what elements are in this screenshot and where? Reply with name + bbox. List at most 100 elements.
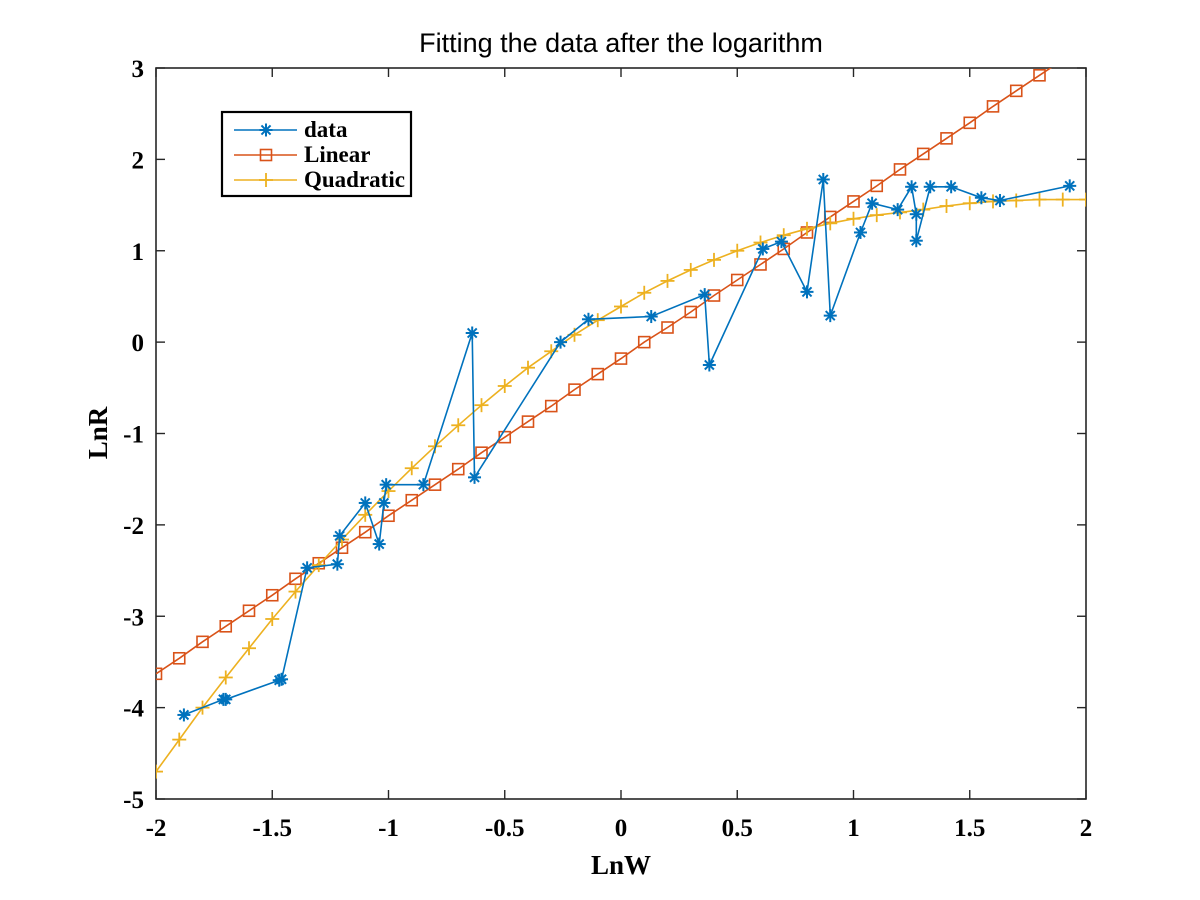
point-quadratic [939, 198, 954, 213]
point-quadratic [242, 641, 256, 656]
point-linear [568, 383, 581, 396]
point-linear [893, 163, 907, 176]
point-quadratic [614, 299, 628, 314]
point-linear [637, 335, 651, 349]
point-data [823, 309, 837, 323]
point-linear [289, 572, 302, 586]
point-linear [1009, 84, 1023, 98]
x-tick-label: 0.5 [722, 815, 753, 842]
point-quadratic [800, 221, 814, 236]
point-data [333, 529, 347, 543]
y-tick-label: -1 [123, 422, 144, 449]
point-linear [940, 132, 953, 145]
point-quadratic [521, 360, 535, 375]
point-data [644, 310, 658, 324]
y-tick-label: -4 [123, 696, 144, 723]
point-data [816, 172, 830, 186]
point-linear [405, 493, 419, 507]
point-quadratic [1032, 192, 1047, 207]
point-data [372, 537, 386, 551]
point-data [923, 180, 937, 194]
point-data [358, 496, 372, 510]
point-linear [265, 588, 279, 602]
point-data [974, 191, 988, 205]
legend-entry-data: data [234, 117, 348, 142]
point-quadratic [451, 418, 466, 433]
series-layer [156, 38, 1092, 779]
point-quadratic [265, 611, 280, 626]
point-quadratic [1079, 192, 1086, 207]
point-quadratic [156, 764, 163, 779]
point-linear [358, 525, 372, 539]
legend-marker [259, 173, 273, 187]
legend-marker [259, 123, 273, 137]
point-data [275, 672, 289, 686]
point-linear [847, 195, 860, 208]
point-linear [196, 635, 209, 649]
chart-title: Fitting the data after the logarithm [419, 28, 823, 58]
point-quadratic [637, 285, 652, 300]
legend-entry-quadratic: Quadratic [234, 167, 405, 192]
point-linear [591, 367, 605, 381]
point-data [554, 335, 568, 349]
point-linear [219, 620, 233, 633]
point-data [379, 478, 393, 492]
point-quadratic [1009, 193, 1024, 208]
point-quadratic [497, 378, 512, 393]
point-quadratic [218, 670, 233, 685]
y-tick-label: 1 [132, 239, 145, 266]
point-data [993, 193, 1007, 207]
point-data [905, 180, 919, 194]
point-quadratic [1055, 192, 1070, 207]
point-data [1063, 179, 1077, 193]
point-data [416, 478, 430, 492]
legend-label: Linear [304, 142, 370, 167]
y-tick-label: 0 [132, 330, 145, 357]
legend-label: data [304, 117, 348, 142]
point-linear [730, 273, 744, 287]
point-quadratic [288, 584, 303, 599]
y-tick-label: 3 [132, 56, 145, 83]
point-linear [521, 415, 535, 428]
point-quadratic [683, 262, 698, 277]
point-linear [544, 399, 558, 413]
point-quadratic [660, 273, 675, 288]
point-data [219, 692, 233, 706]
point-linear [242, 604, 256, 618]
point-data [330, 557, 344, 571]
point-linear [1033, 69, 1046, 82]
point-linear [614, 352, 628, 365]
legend-marker [259, 148, 273, 162]
point-data [465, 326, 479, 340]
point-linear [1081, 38, 1092, 49]
point-linear [916, 147, 930, 161]
point-linear [156, 667, 163, 681]
x-tick-label: 1.5 [954, 815, 985, 842]
x-tick-label: -1.5 [252, 815, 292, 842]
point-data [300, 561, 314, 575]
point-data [581, 312, 595, 326]
point-linear [870, 179, 884, 193]
point-data [377, 496, 391, 510]
point-data [468, 470, 482, 484]
point-quadratic [404, 461, 419, 476]
point-data [944, 180, 958, 194]
point-data [698, 288, 712, 302]
point-data [702, 358, 716, 372]
point-data [800, 285, 814, 299]
point-data [756, 242, 770, 256]
point-data [891, 203, 905, 217]
point-linear [172, 651, 186, 665]
y-tick-label: 2 [132, 147, 145, 174]
x-tick-label: 0 [615, 815, 628, 842]
x-tick-label: -0.5 [485, 815, 525, 842]
point-linear [684, 305, 698, 319]
point-linear [1057, 54, 1068, 65]
point-quadratic [474, 398, 489, 413]
point-quadratic [172, 732, 187, 747]
point-quadratic [962, 196, 977, 211]
x-tick-label: 2 [1080, 815, 1093, 842]
point-linear [986, 100, 1000, 113]
